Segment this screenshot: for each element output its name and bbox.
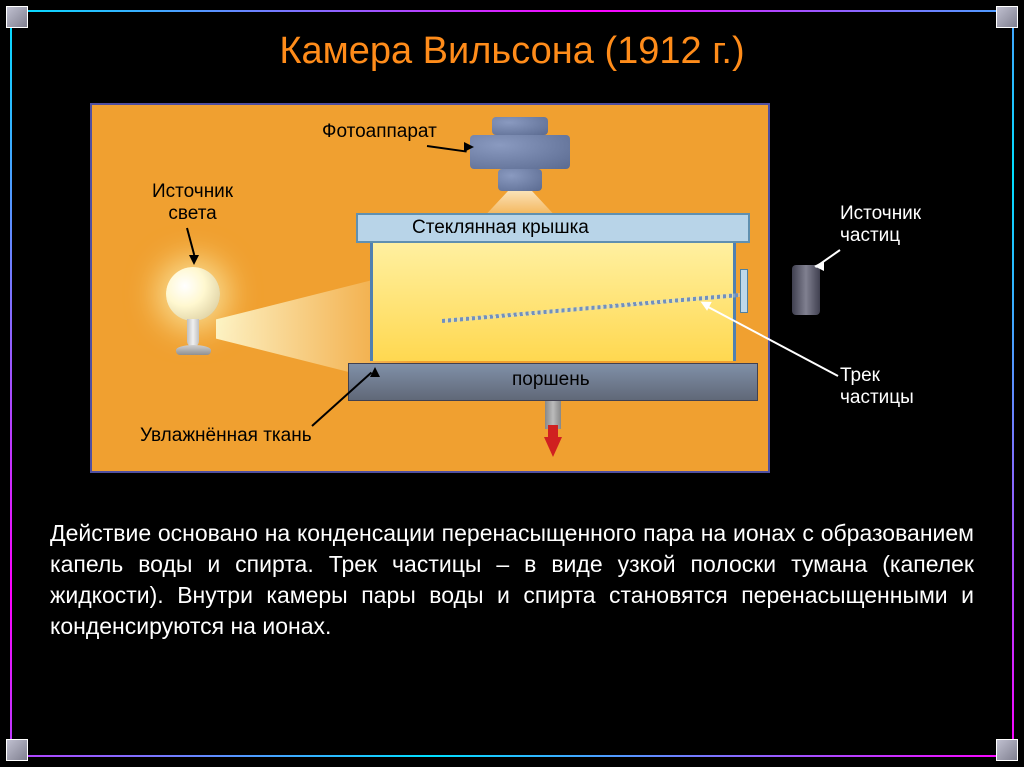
diagram: Фотоаппарат Источник света Стеклянная кр…	[40, 93, 984, 493]
red-arrow-down	[544, 437, 562, 457]
camera-lens	[498, 169, 542, 191]
label-light-source: Источник света	[152, 181, 233, 225]
light-stand	[187, 319, 199, 347]
label-wet-cloth: Увлажнённая ткань	[140, 425, 312, 447]
arrow-camera	[427, 145, 467, 153]
corner-ornament	[6, 739, 28, 761]
light-source-sphere	[166, 267, 220, 321]
camera-top	[492, 117, 548, 135]
corner-ornament	[996, 739, 1018, 761]
label-particle-track: Трек частицы	[840, 365, 914, 409]
arrow-camera-head	[464, 142, 474, 152]
camera-mid	[470, 135, 570, 169]
slide-title: Камера Вильсона (1912 г.)	[40, 30, 984, 73]
entry-slit	[740, 269, 748, 313]
corner-ornament	[6, 6, 28, 28]
arrow-wetcloth-head	[370, 367, 380, 377]
particle-source	[792, 265, 820, 315]
arrow-light-head	[189, 255, 199, 265]
label-glass-lid: Стеклянная крышка	[412, 217, 589, 239]
slide-content: Камера Вильсона (1912 г.) Фотоаппарат Ис…	[40, 30, 984, 737]
label-camera: Фотоаппарат	[322, 121, 437, 143]
arrow-psource-head	[814, 261, 824, 271]
diagram-background: Фотоаппарат Источник света Стеклянная кр…	[90, 103, 770, 473]
light-base	[176, 345, 211, 355]
description-text: Действие основано на конденсации перенас…	[40, 518, 984, 642]
label-piston: поршень	[512, 369, 590, 391]
corner-ornament	[996, 6, 1018, 28]
arrow-light	[186, 228, 195, 256]
label-particle-source: Источник частиц	[840, 203, 921, 247]
